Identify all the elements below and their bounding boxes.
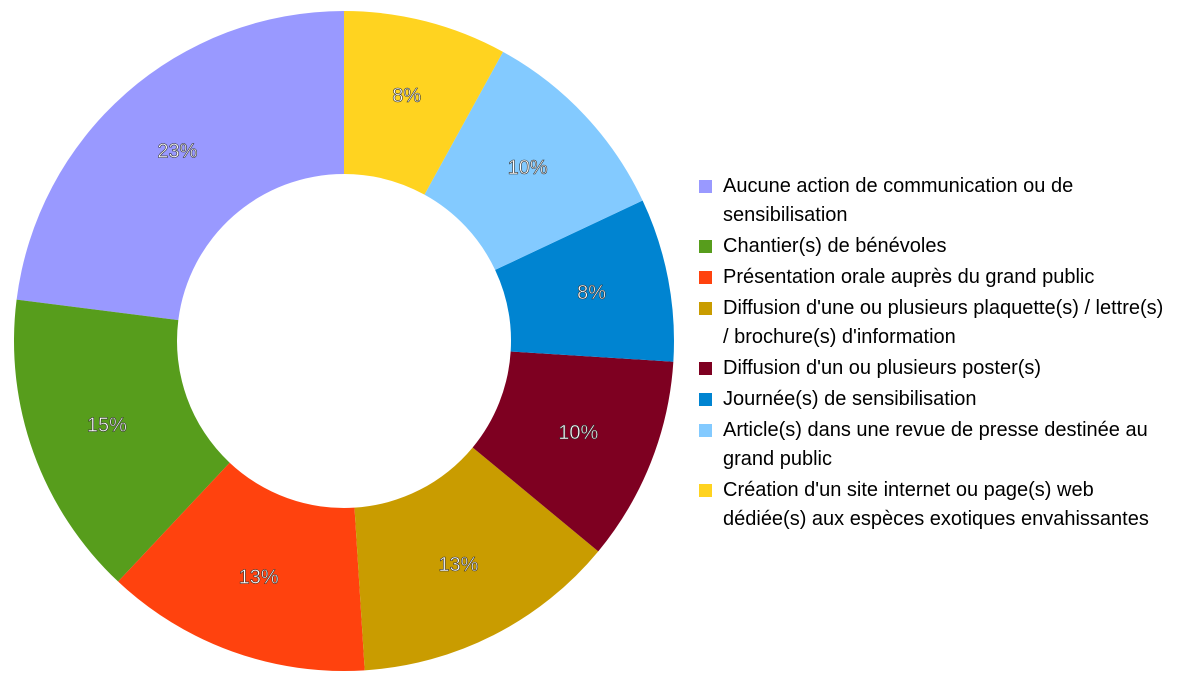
slice: [495, 200, 674, 362]
data-label: 10%: [508, 157, 548, 179]
legend-label: Chantier(s) de bénévoles: [723, 235, 947, 257]
legend-label: Présentation orale auprès du grand publi…: [723, 266, 1095, 288]
legend-marker: [699, 180, 712, 193]
slice: [16, 11, 345, 321]
data-label: 13%: [239, 566, 279, 588]
data-label: 23%: [157, 140, 197, 162]
data-label: 8%: [392, 85, 421, 107]
data-label: 10%: [558, 422, 598, 444]
slice: [344, 11, 503, 195]
legend-item: Création d'un site internet ou page(s) w…: [697, 476, 1172, 534]
legend-marker: [699, 271, 712, 284]
slice: [472, 351, 674, 552]
slice: [354, 447, 599, 671]
data-label: 15%: [87, 415, 127, 437]
legend-label: Aucune action de communication ou de sen…: [723, 175, 1074, 226]
legend-marker: [699, 240, 712, 253]
legend-marker: [699, 302, 712, 315]
legend-label: Journée(s) de sensibilisation: [723, 388, 977, 410]
legend-item: Article(s) dans une revue de presse dest…: [697, 416, 1172, 474]
legend-label: Diffusion d'une ou plusieurs plaquette(s…: [723, 297, 1164, 348]
legend-item: Diffusion d'un ou plusieurs poster(s): [697, 354, 1172, 383]
legend-label: Article(s) dans une revue de presse dest…: [723, 419, 1148, 470]
slice: [424, 51, 643, 270]
legend-item: Présentation orale auprès du grand publi…: [697, 263, 1172, 292]
data-label: 13%: [438, 554, 478, 576]
slice: [118, 462, 365, 671]
legend-label: Diffusion d'un ou plusieurs poster(s): [723, 357, 1042, 379]
data-label: 8%: [577, 282, 606, 304]
donut-area: 23% 15% 13% 13% 10% 8% 10% 8%: [14, 11, 674, 671]
legend-marker: [699, 362, 712, 375]
legend-marker: [699, 484, 712, 497]
legend-item: Chantier(s) de bénévoles: [697, 232, 1172, 261]
legend-item: Aucune action de communication ou de sen…: [697, 172, 1172, 230]
legend-label: Création d'un site internet ou page(s) w…: [723, 479, 1149, 530]
legend-item: Journée(s) de sensibilisation: [697, 385, 1172, 414]
legend-item: Diffusion d'une ou plusieurs plaquette(s…: [697, 294, 1172, 352]
legend-marker: [699, 393, 712, 406]
legend: Aucune action de communication ou de sen…: [697, 172, 1172, 536]
legend-marker: [699, 424, 712, 437]
slice: [14, 299, 230, 582]
